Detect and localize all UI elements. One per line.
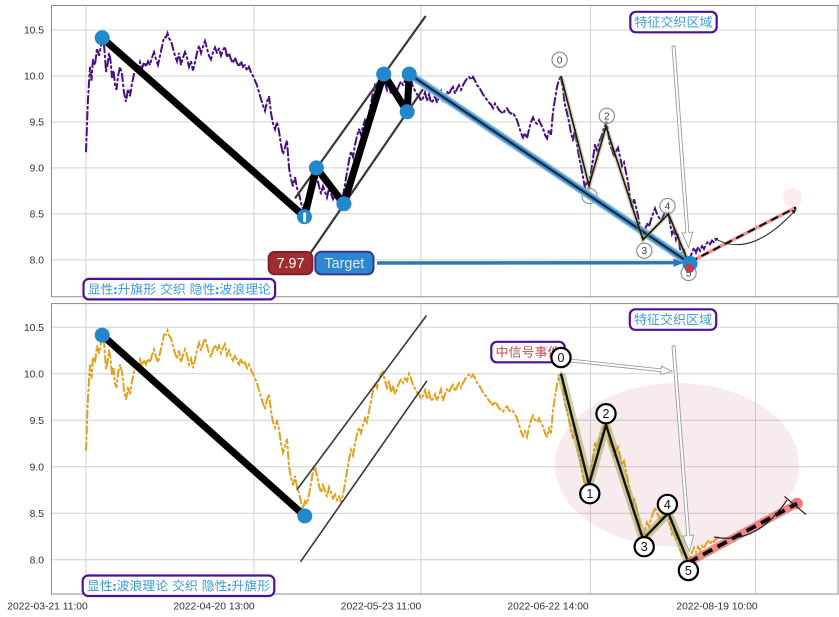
svg-text:2022-04-20 13:00: 2022-04-20 13:00 xyxy=(173,602,255,613)
svg-text:2: 2 xyxy=(604,111,610,122)
svg-text:4: 4 xyxy=(664,498,671,512)
svg-text:10.0: 10.0 xyxy=(24,369,44,380)
svg-text:Target: Target xyxy=(325,256,365,272)
svg-text:8.5: 8.5 xyxy=(30,509,45,520)
svg-text:5: 5 xyxy=(686,269,692,280)
svg-text:9.0: 9.0 xyxy=(30,462,45,473)
svg-text:1: 1 xyxy=(586,487,593,501)
svg-text:0: 0 xyxy=(557,55,563,66)
svg-text:10.5: 10.5 xyxy=(24,323,44,334)
svg-text:9.5: 9.5 xyxy=(30,118,45,129)
svg-text:9.0: 9.0 xyxy=(30,164,45,175)
svg-text:2022-06-22 14:00: 2022-06-22 14:00 xyxy=(507,602,589,613)
svg-text:2022-08-19 10:00: 2022-08-19 10:00 xyxy=(676,602,758,613)
svg-text:2: 2 xyxy=(603,407,610,421)
svg-text:10.0: 10.0 xyxy=(24,72,44,83)
svg-text:3: 3 xyxy=(641,540,648,554)
svg-text:3: 3 xyxy=(642,246,648,257)
svg-text:2022-05-23 11:00: 2022-05-23 11:00 xyxy=(341,602,422,613)
svg-text:4: 4 xyxy=(665,202,671,213)
svg-text:5: 5 xyxy=(685,564,692,578)
svg-text:10.5: 10.5 xyxy=(24,26,44,37)
svg-text:8.0: 8.0 xyxy=(30,256,45,267)
svg-text:8.0: 8.0 xyxy=(30,555,45,566)
svg-text:8.5: 8.5 xyxy=(30,210,45,221)
svg-text:0: 0 xyxy=(558,351,565,365)
svg-text:7.97: 7.97 xyxy=(277,256,305,272)
svg-text:2022-03-21 11:00: 2022-03-21 11:00 xyxy=(7,602,88,613)
svg-text:9.5: 9.5 xyxy=(30,416,45,427)
